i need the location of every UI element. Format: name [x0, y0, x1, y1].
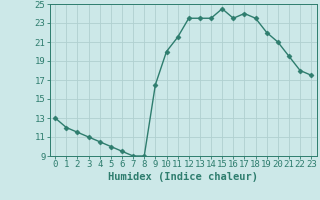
X-axis label: Humidex (Indice chaleur): Humidex (Indice chaleur): [108, 172, 258, 182]
